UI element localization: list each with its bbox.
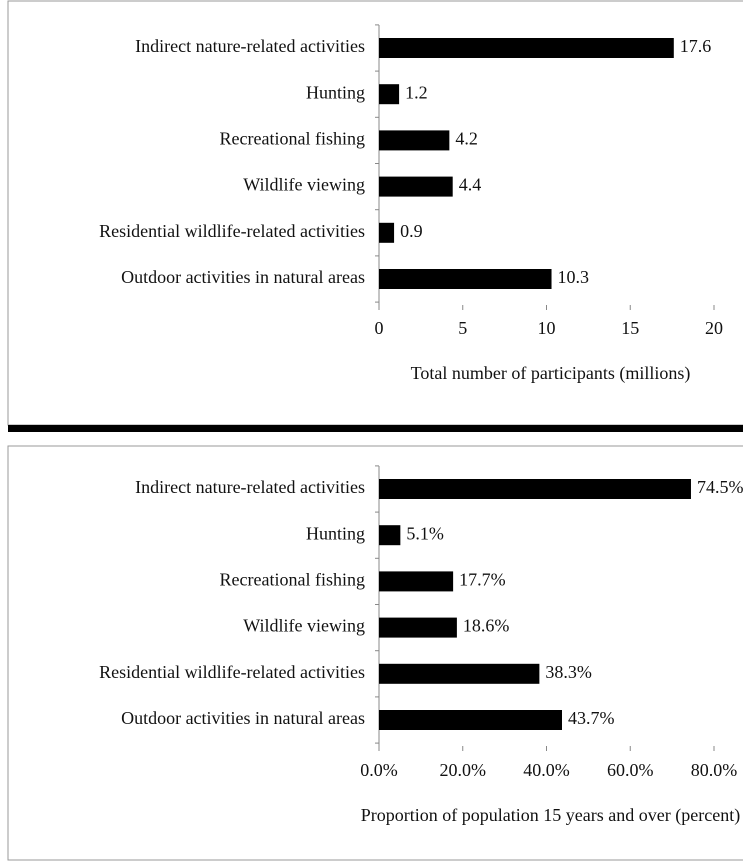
bar <box>379 176 453 197</box>
bar <box>379 222 395 243</box>
x-tick-label: 0 <box>375 318 384 338</box>
value-label: 4.2 <box>455 129 478 149</box>
x-tick-label: 20.0% <box>440 760 487 780</box>
x-tick-label: 40.0% <box>523 760 570 780</box>
bar <box>379 269 552 289</box>
y-tick-label: Residential wildlife-related activities <box>99 221 365 241</box>
value-label: 1.2 <box>405 82 428 102</box>
bar <box>379 130 450 151</box>
y-tick-label: Wildlife viewing <box>243 616 365 636</box>
value-label: 0.9 <box>400 221 423 241</box>
x-tick-label: 15 <box>621 318 639 338</box>
y-tick-label: Recreational fishing <box>220 570 365 590</box>
y-tick-label: Hunting <box>306 82 365 102</box>
bar <box>379 710 562 730</box>
value-label: 4.4 <box>459 175 482 195</box>
x-tick-label: 80.0% <box>691 760 738 780</box>
value-label: 5.1% <box>406 523 444 543</box>
y-tick-label: Recreational fishing <box>220 129 365 149</box>
value-label: 17.7% <box>459 570 506 590</box>
x-tick-label: 60.0% <box>607 760 654 780</box>
bar <box>379 525 401 546</box>
panel-border <box>7 445 743 861</box>
y-tick-label: Indirect nature-related activities <box>135 36 365 56</box>
value-label: 17.6 <box>680 36 712 56</box>
value-label: 43.7% <box>568 708 615 728</box>
value-label: 10.3 <box>558 267 590 287</box>
x-axis-title: Total number of participants (millions) <box>411 363 691 384</box>
bar <box>379 663 540 684</box>
y-tick-label: Indirect nature-related activities <box>135 477 365 497</box>
panel-border <box>7 0 743 426</box>
x-tick-label: 5 <box>458 318 467 338</box>
x-axis-title: Proportion of population 15 years and ov… <box>361 805 740 826</box>
x-tick-label: 20 <box>705 318 723 338</box>
x-tick-label: 10 <box>538 318 556 338</box>
y-tick-label: Outdoor activities in natural areas <box>121 267 365 287</box>
y-tick-label: Outdoor activities in natural areas <box>121 708 365 728</box>
bar <box>379 38 674 58</box>
y-tick-label: Hunting <box>306 523 365 543</box>
x-tick-label: 0.0% <box>360 760 398 780</box>
value-label: 74.5% <box>697 477 743 497</box>
separator <box>8 425 743 432</box>
value-label: 18.6% <box>463 616 510 636</box>
bar <box>379 617 457 638</box>
bar <box>379 479 691 499</box>
bar <box>379 571 454 592</box>
value-label: 38.3% <box>545 662 592 682</box>
y-tick-label: Wildlife viewing <box>243 175 365 195</box>
bar <box>379 84 400 105</box>
y-tick-label: Residential wildlife-related activities <box>99 662 365 682</box>
